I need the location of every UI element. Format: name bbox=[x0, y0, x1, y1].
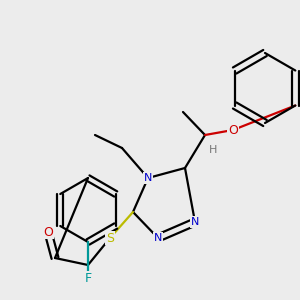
Text: N: N bbox=[154, 233, 162, 243]
Text: H: H bbox=[209, 145, 217, 155]
Text: S: S bbox=[106, 232, 114, 244]
Text: N: N bbox=[144, 173, 152, 183]
Text: F: F bbox=[84, 272, 92, 284]
Text: O: O bbox=[43, 226, 53, 238]
Text: O: O bbox=[228, 124, 238, 136]
Text: N: N bbox=[191, 217, 199, 227]
